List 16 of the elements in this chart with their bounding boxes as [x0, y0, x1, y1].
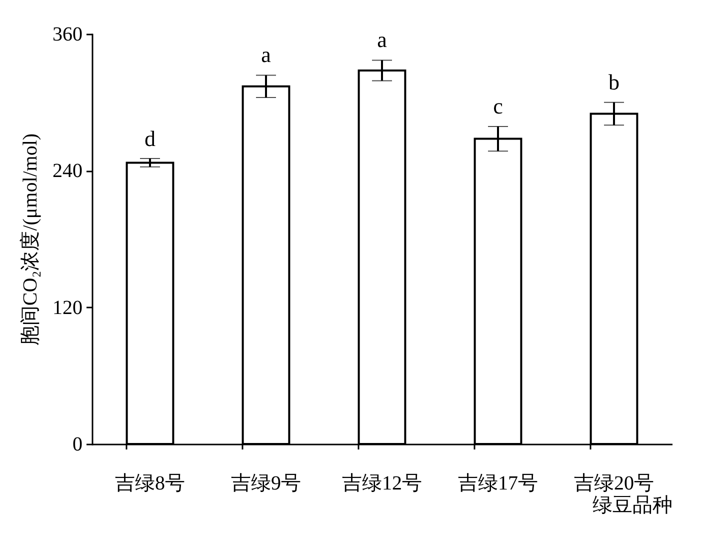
x-tick-label: 吉绿8号: [115, 472, 185, 494]
y-tick-label: 120: [52, 296, 82, 319]
y-tick-label: 0: [72, 434, 82, 456]
x-tick-label: 吉绿17号: [458, 472, 538, 494]
annotation: a: [261, 42, 272, 68]
annotation: b: [608, 69, 620, 94]
x-tick-label: 吉绿9号: [231, 472, 301, 494]
x-tick-label: 吉绿20号: [574, 472, 654, 494]
y-tick-label: 240: [52, 160, 82, 182]
annotation: a: [377, 27, 388, 52]
y-axis-title: 胞间CO₂浓度/(μmol/mol): [20, 133, 42, 346]
x-axis-title: 绿豆品种: [592, 494, 672, 516]
x-tick-label: 吉绿12号: [342, 472, 422, 494]
y-tick-label: 360: [52, 24, 82, 46]
annotation: d: [144, 126, 156, 151]
annotation: c: [493, 93, 504, 118]
